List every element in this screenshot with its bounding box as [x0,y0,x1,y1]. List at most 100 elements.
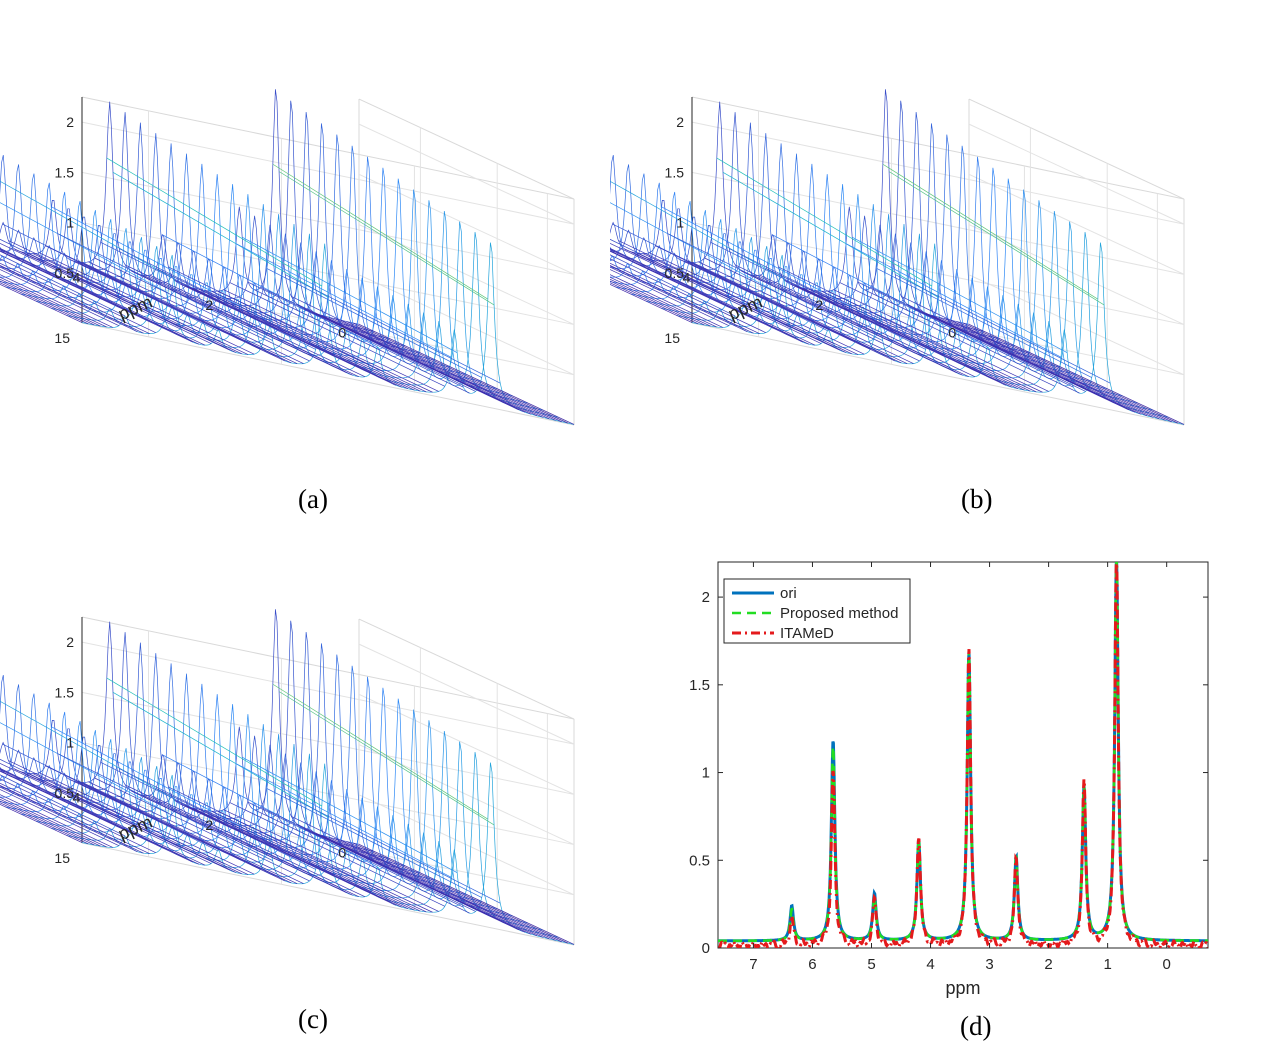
ppm-trace [753,275,969,377]
series-line-itamed [718,562,1208,948]
ppm-trace [20,771,236,873]
ppm-trace [315,833,532,935]
ppm-trace [0,276,107,328]
ppm-trace [328,836,544,938]
b-point-trace [0,112,390,339]
x-tick-label: 0 [1163,956,1171,973]
ppm-trace [0,794,113,848]
ppm-trace [0,802,89,845]
b-point-trace [20,720,513,917]
z-gridline [81,121,575,225]
ppm-trace [291,816,507,921]
b-point-trace [610,89,970,325]
caption-b: (b) [961,484,993,514]
ppm-trace [241,756,458,874]
ppm-trace [143,795,359,897]
ppm-trace [772,234,988,348]
waterfall-surface [610,89,1185,425]
ppm-trace [272,163,489,300]
ppm-trace [610,248,816,346]
ppm-trace [75,781,292,884]
ppm-trace [192,287,409,389]
b-point-trace [5,189,498,390]
ppm-trace [610,265,754,334]
b-point-trace [20,200,513,397]
caption-a: (a) [298,484,328,514]
ppm-trace [610,242,822,344]
ppm-trace [309,831,525,933]
ppm-trace [901,296,1117,401]
ppm-trace [931,315,1148,417]
legend-label: ITAMeD [780,625,834,642]
ppm-trace [642,253,859,355]
ppm-trace [241,236,458,354]
y-tick-label: 2 [702,589,710,606]
ppm-trace [162,754,378,868]
ppm-trace [0,262,150,334]
ppm-trace [0,769,187,859]
ppm-trace [309,311,525,413]
ppm-trace [137,273,353,376]
ppm-trace [649,252,865,355]
ppm-trace [673,254,889,357]
z-tick-label: 1.5 [55,164,75,180]
ppm-trace [0,266,138,332]
ppm-trace [0,250,193,343]
ppm-trace [278,691,495,826]
ppm-trace [0,770,199,865]
caption-d: (d) [960,1011,992,1041]
caption-c: (c) [298,1004,328,1034]
ppm-trace [211,810,427,913]
z-tick-label: 0.5 [665,265,685,281]
ppm-trace [610,250,809,345]
bpoint-tick-label: 15 [54,330,70,346]
b-point-trace [0,665,436,881]
ppm-trace [0,762,212,864]
z-gridline [81,691,575,795]
ppm-trace [851,236,1068,354]
x-tick-label: 6 [808,956,816,973]
ppm-trace [88,261,304,364]
waterfall-plot-a: 21.510.5151056420b pointppm [0,89,575,426]
ppm-trace [661,206,877,321]
ppm-trace [106,157,323,287]
ppm-trace [248,281,464,388]
b-point-trace [0,145,436,361]
b-point-trace [610,145,1046,361]
ppm-trace [716,157,933,287]
ppm-trace [0,785,144,854]
z-tick-label: 1.5 [55,684,75,700]
ppm-trace [223,289,439,392]
box-edge [358,324,575,426]
ppm-trace [747,273,963,376]
ppm-trace [610,269,730,326]
bpoint-tick-label: 15 [664,330,680,346]
ppm-tick-label: 2 [205,817,213,833]
ppm-trace [722,172,939,298]
ppm-trace [0,786,138,852]
ppm-trace [679,259,896,362]
ppm-trace [112,172,329,298]
ppm-trace [266,788,482,898]
ppm-trace [610,250,803,343]
ppm-trace [685,261,902,364]
b-point-trace [35,730,528,924]
x-axis-label: ppm [945,978,980,998]
z-gridline [81,171,575,275]
ppm-trace [925,313,1142,415]
ppm-trace [186,806,402,908]
ppm-trace [0,798,101,847]
y-tick-label: 1.5 [689,677,710,694]
ppm-trace [610,249,797,339]
y-tick-label: 0.5 [689,852,710,869]
ppm-trace [346,841,562,943]
ppm-tick-label: 0 [338,844,346,860]
ppm-trace [0,282,89,325]
ppm-trace [815,290,1031,392]
ppm-trace [698,261,914,364]
ppm-trace [39,772,255,875]
z-gridline [81,222,575,326]
ppm-trace [0,778,156,853]
ppm-trace [962,322,1178,424]
ppm-trace [827,290,1043,393]
